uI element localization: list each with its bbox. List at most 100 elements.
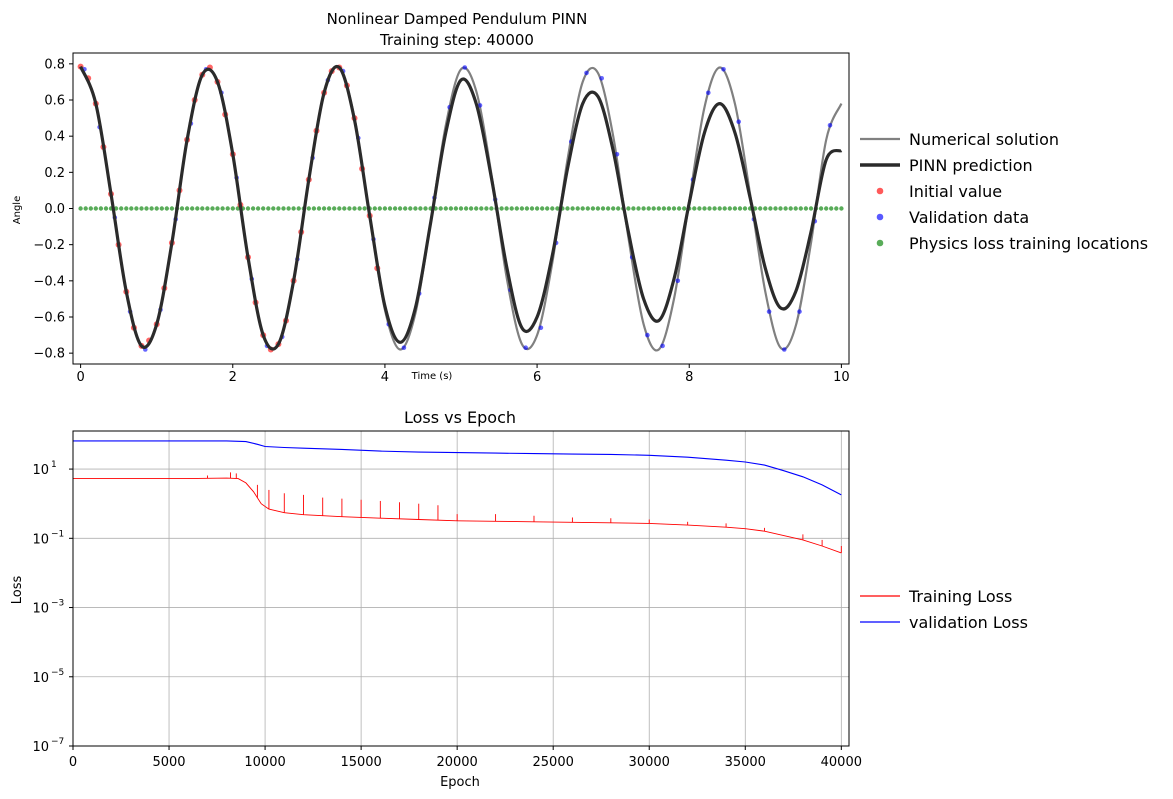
- top-legend-swatch: [876, 187, 884, 195]
- bottom-x-axis: 0 5000 10000 15000 20000 25000 30000 35000 40000: [69, 746, 862, 770]
- physics-loss-point: [803, 206, 809, 211]
- physics-loss-point: [98, 206, 104, 211]
- physics-loss-point: [550, 206, 555, 211]
- physics-loss-point: [423, 206, 428, 211]
- bottom-x-tick-label: 35000: [725, 755, 766, 770]
- physics-loss-point: [250, 206, 256, 211]
- bottom-x-tick-label: 10000: [244, 755, 285, 770]
- physics-loss-point: [590, 206, 596, 211]
- bottom-y-tick-exponent: 1: [51, 460, 57, 470]
- validation-data-point: [721, 67, 726, 72]
- physics-loss-point: [316, 206, 322, 211]
- physics-loss-point: [271, 206, 276, 211]
- physics-loss-point: [722, 206, 727, 211]
- physics-loss-point: [230, 206, 235, 211]
- physics-loss-point: [651, 206, 656, 211]
- bottom-plot-area: [73, 440, 842, 554]
- physics-loss-point: [808, 206, 814, 211]
- physics-loss-point: [763, 206, 768, 211]
- top-x-tick-label: 4: [381, 370, 389, 385]
- physics-loss-point: [129, 206, 134, 211]
- physics-loss-point: [134, 206, 139, 211]
- physics-loss-point: [646, 206, 651, 211]
- validation-loss-line: [73, 440, 842, 496]
- physics-loss-point: [78, 206, 83, 211]
- physics-loss-point: [124, 206, 129, 211]
- physics-loss-point: [296, 206, 301, 211]
- physics-loss-point: [210, 206, 215, 211]
- physics-loss-point: [276, 206, 281, 211]
- physics-loss-point: [261, 206, 266, 211]
- physics-loss-point: [702, 206, 707, 211]
- physics-loss-point: [839, 206, 844, 211]
- physics-loss-point: [474, 206, 479, 211]
- validation-data-point: [462, 65, 468, 70]
- physics-loss-point: [545, 206, 550, 211]
- validation-data-point: [782, 347, 787, 352]
- physics-loss-point: [413, 206, 418, 211]
- physics-loss-point: [357, 206, 362, 211]
- bottom-y-tick-exponent: −3: [51, 599, 64, 609]
- physics-loss-point: [83, 206, 88, 211]
- top-legend-label: Numerical solution: [909, 130, 1059, 149]
- physics-loss-point: [139, 206, 144, 211]
- top-x-tick-label: 8: [685, 370, 693, 385]
- validation-data-point: [523, 345, 528, 351]
- physics-loss-point: [626, 206, 631, 211]
- bottom-x-tick-label: 30000: [629, 755, 670, 770]
- physics-loss-point: [600, 206, 606, 211]
- validation-data-point: [736, 119, 741, 124]
- physics-loss-point: [636, 206, 641, 211]
- bottom-y-tick-exp-holder: −5: [51, 668, 64, 678]
- bottom-x-tick-label: 5000: [152, 755, 185, 770]
- top-y-tick-label: −0.2: [33, 238, 65, 253]
- physics-loss-point: [529, 206, 535, 211]
- physics-loss-point: [159, 206, 164, 211]
- physics-loss-point: [824, 206, 829, 211]
- validation-data-point: [827, 123, 833, 128]
- physics-loss-point: [788, 206, 793, 211]
- physics-loss-point: [656, 206, 661, 211]
- bottom-y-tick-base: 10: [32, 463, 49, 478]
- physics-loss-point: [458, 206, 464, 211]
- physics-loss-point: [605, 206, 611, 211]
- top-legend-label: Validation data: [909, 208, 1029, 227]
- physics-loss-point: [321, 206, 327, 211]
- physics-loss-point: [463, 206, 469, 211]
- validation-data-point: [797, 309, 802, 314]
- bottom-y-tick-base: 10: [32, 740, 49, 755]
- bottom-y-tick-exp-holder: −7: [51, 737, 64, 747]
- physics-loss-point: [403, 206, 408, 211]
- top-x-tick-label: 10: [833, 370, 850, 385]
- top-y-tick-label: 0.2: [44, 166, 65, 181]
- top-y-tick-label: 0.6: [44, 94, 65, 109]
- top-chart-title: Nonlinear Damped Pendulum PINN: [327, 10, 588, 28]
- physics-loss-point: [387, 206, 393, 211]
- top-y-tick-label: −0.4: [33, 274, 65, 289]
- bottom-y-tick-label: 10: [32, 740, 49, 755]
- bottom-y-tick-label: 10: [32, 602, 49, 617]
- physics-loss-point: [372, 206, 377, 211]
- bottom-y-tick-exp-holder: −3: [51, 599, 64, 609]
- bottom-y-tick-label: 10: [32, 671, 49, 686]
- top-y-tick-label: 0.8: [44, 57, 65, 72]
- training-loss-line: [73, 477, 842, 554]
- physics-loss-point: [570, 206, 575, 211]
- physics-loss-point: [514, 206, 519, 211]
- bottom-y-axis-label: Loss: [10, 576, 25, 605]
- physics-loss-point: [93, 206, 99, 211]
- top-legend-swatch: [876, 239, 884, 247]
- physics-loss-point: [225, 206, 230, 211]
- physics-loss-point: [438, 206, 443, 211]
- validation-data-point: [675, 278, 681, 284]
- physics-loss-point: [773, 206, 778, 211]
- physics-loss-point: [190, 206, 195, 211]
- physics-loss-point: [352, 206, 357, 211]
- validation-data-point: [766, 309, 772, 314]
- physics-loss-point: [266, 206, 271, 211]
- physics-loss-point: [169, 206, 175, 211]
- physics-loss-point: [362, 206, 367, 211]
- bottom-y-tick-base: 10: [32, 671, 49, 686]
- physics-loss-point: [332, 206, 337, 211]
- top-x-axis-label: Time (s): [411, 371, 453, 382]
